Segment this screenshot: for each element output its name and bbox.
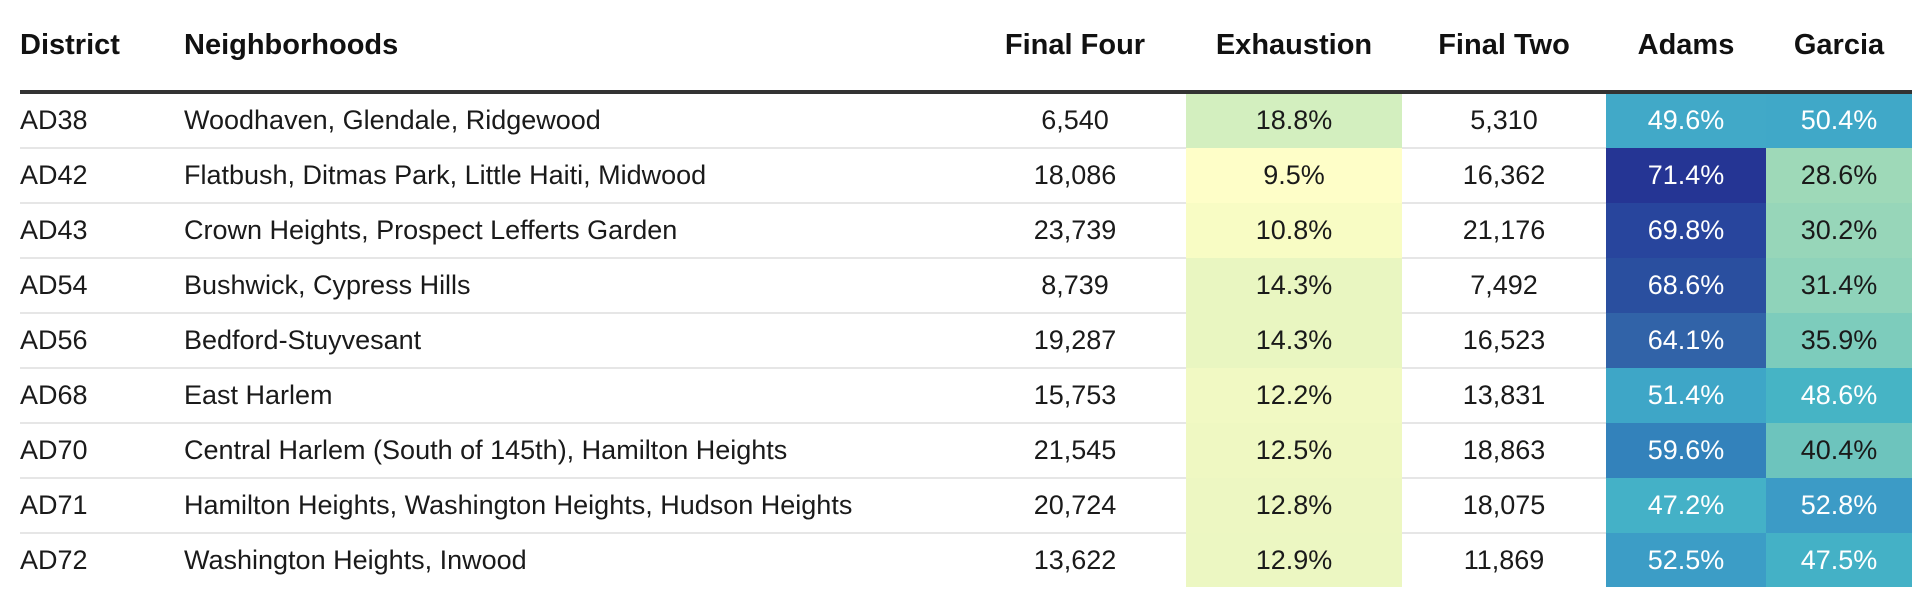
cell-garcia: 28.6% [1766,148,1912,203]
cell-neighborhoods: Crown Heights, Prospect Lefferts Garden [184,203,964,259]
cell-district: AD72 [20,545,88,575]
cell-garcia: 40.4% [1766,423,1912,478]
table-row: AD68 East Harlem 15,753 12.2% 13,831 51.4% 48.… [20,368,1912,424]
cell-adams: 68.6% [1606,258,1766,313]
cell-district: AD71 [20,478,184,534]
table-row: AD42 Flatbush, Ditmas Park, Little Haiti,… [20,148,1912,204]
cell-final-four: 21,545 [964,423,1186,479]
cell-district: AD43 [20,203,184,259]
cell-district: AD38 [20,92,184,149]
cell-final-two: 21,176 [1402,203,1606,259]
header-garcia: Garcia [1766,0,1912,94]
header-district: District [20,0,184,94]
cell-adams: 59.6% [1606,423,1766,478]
cell-adams: 71.4% [1606,148,1766,203]
cell-exhaustion: 14.3% [1186,313,1402,368]
cell-final-two: 13,831 [1402,368,1606,424]
cell-garcia: 35.9% [1766,313,1912,368]
cell-garcia: 52.8% [1766,478,1912,533]
cell-final-two: 18,863 [1402,423,1606,479]
cell-exhaustion: 12.9% [1186,533,1402,587]
cell-final-two: 16,523 [1402,313,1606,369]
cell-district: AD70 [20,423,184,479]
cell-garcia: 50.4% [1766,92,1912,148]
cell-district: AD68 [20,368,184,424]
table-row: AD54 Bushwick, Cypress Hills 8,739 14.3% 7,4… [20,258,1912,314]
cell-neighborhoods: Hamilton Heights, Washington Heights, Hu… [184,478,964,534]
table-row: AD70 Central Harlem (South of 145th), Ham… [20,423,1912,479]
cell-final-four: 6,540 [964,92,1186,149]
header-final-four: Final Four [964,0,1186,94]
cell-final-two: 18,075 [1402,478,1606,534]
cell-exhaustion: 18.8% [1186,92,1402,148]
cell-exhaustion: 12.8% [1186,478,1402,533]
cell-garcia: 48.6% [1766,368,1912,423]
cell-adams: 51.4% [1606,368,1766,423]
cell-adams: 47.2% [1606,478,1766,533]
cell-neighborhoods: East Harlem [184,368,964,424]
results-table-container: District Neighborhoods Final Four Exhaus… [20,0,1912,587]
table-row: AD56 Bedford-Stuyvesant 19,287 14.3% 16,523 6… [20,313,1912,369]
cell-neighborhoods: Washington Heights, Inwood [184,545,527,575]
cell-neighborhoods: Central Harlem (South of 145th), Hamilto… [184,423,964,479]
cell-final-four: 13,622 [1033,545,1117,575]
cell-exhaustion: 12.5% [1186,423,1402,478]
cell-adams: 69.8% [1606,203,1766,258]
cell-neighborhoods: Bedford-Stuyvesant [184,313,964,369]
header-adams: Adams [1606,0,1766,94]
table-row: AD38 Woodhaven, Glendale, Ridgewood 6,540 1… [20,92,1912,149]
cell-exhaustion: 9.5% [1186,148,1402,203]
cell-final-four: 15,753 [964,368,1186,424]
cell-adams: 52.5% [1606,533,1766,587]
cell-neighborhoods: Flatbush, Ditmas Park, Little Haiti, Mid… [184,148,964,204]
cell-garcia: 31.4% [1766,258,1912,313]
cell-garcia: 47.5% [1766,533,1912,587]
cell-exhaustion: 14.3% [1186,258,1402,313]
results-table: District Neighborhoods Final Four Exhaus… [20,0,1912,587]
cell-final-four: 8,739 [964,258,1186,314]
cell-district: AD56 [20,313,184,369]
table-row: AD72 Washington Heights, Inwood 13,622 12.9… [20,533,1912,587]
cell-district: AD54 [20,258,184,314]
header-exhaustion: Exhaustion [1186,0,1402,94]
table-row: AD43 Crown Heights, Prospect Lefferts Gar… [20,203,1912,259]
cell-neighborhoods: Bushwick, Cypress Hills [184,258,964,314]
header-neighborhoods: Neighborhoods [184,0,964,94]
cell-garcia: 30.2% [1766,203,1912,258]
cell-final-four: 19,287 [964,313,1186,369]
cell-final-two: 5,310 [1402,92,1606,149]
cell-final-two: 16,362 [1402,148,1606,204]
table-row: AD71 Hamilton Heights, Washington Heights… [20,478,1912,534]
cell-exhaustion: 12.2% [1186,368,1402,423]
cell-final-two: 11,869 [1463,545,1545,575]
cell-adams: 64.1% [1606,313,1766,368]
cell-adams: 49.6% [1606,92,1766,148]
cell-final-four: 23,739 [964,203,1186,259]
cell-exhaustion: 10.8% [1186,203,1402,258]
cell-neighborhoods: Woodhaven, Glendale, Ridgewood [184,92,964,149]
header-final-two: Final Two [1402,0,1606,94]
cell-final-four: 18,086 [964,148,1186,204]
cell-district: AD42 [20,148,184,204]
table-body: AD38 Woodhaven, Glendale, Ridgewood 6,540 1… [20,92,1912,587]
cell-final-two: 7,492 [1402,258,1606,314]
table-header-row: District Neighborhoods Final Four Exhaus… [20,0,1912,94]
cell-final-four: 20,724 [964,478,1186,534]
